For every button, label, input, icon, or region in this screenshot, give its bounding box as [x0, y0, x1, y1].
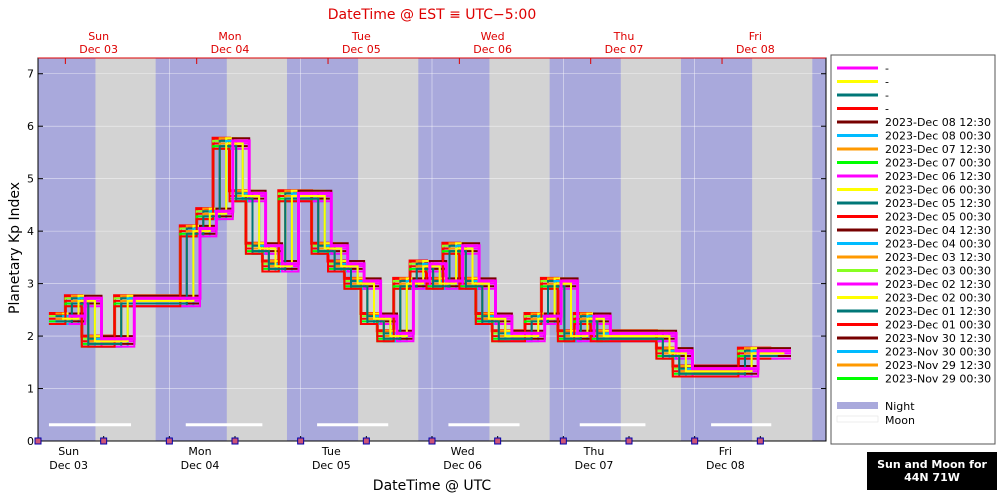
legend-swatch-night: [837, 402, 878, 409]
y-tick-label: 5: [27, 173, 34, 186]
sun-marker: [165, 437, 173, 445]
series-line: [68, 139, 791, 371]
x-axis-label: DateTime @ UTC: [373, 478, 492, 494]
bottom-date-label: Dec 04: [181, 459, 220, 472]
legend-label: -: [885, 89, 889, 102]
y-tick-label: 0: [27, 435, 34, 448]
location-label: 44N 71W: [904, 471, 960, 484]
top-date-label: Dec 06: [473, 43, 512, 56]
top-date-label: Dec 04: [211, 43, 250, 56]
moon-bars: [48, 423, 772, 427]
bottom-date-label: Dec 05: [312, 459, 351, 472]
y-tick-label: 2: [27, 330, 34, 343]
moon-bar: [448, 423, 520, 427]
series-lines: [48, 136, 791, 378]
legend-label-moon: Moon: [885, 414, 915, 427]
legend-label: 2023-Nov 29 12:30: [885, 359, 991, 372]
moon-bar: [711, 423, 772, 427]
legend-label: 2023-Dec 06 00:30: [885, 184, 991, 197]
legend-label: 2023-Dec 08 00:30: [885, 130, 991, 143]
legend-label: 2023-Dec 04 12:30: [885, 224, 991, 237]
legend-label: -: [885, 103, 889, 116]
top-date-label: Dec 08: [736, 43, 775, 56]
legend-label: 2023-Nov 29 00:30: [885, 373, 991, 386]
y-tick-label: 3: [27, 278, 34, 291]
legend-label: 2023-Dec 05 00:30: [885, 211, 991, 224]
sun-marker: [625, 437, 633, 445]
y-tick-label: 1: [27, 383, 34, 396]
bottom-day-label: Fri: [719, 445, 732, 458]
y-tick-label: 4: [27, 225, 34, 238]
night-band: [38, 58, 96, 441]
top-day-label: Wed: [481, 30, 505, 43]
series-line: [48, 147, 772, 378]
legend-label: 2023-Dec 01 00:30: [885, 319, 991, 332]
top-day-label: Mon: [218, 30, 241, 43]
top-date-label: Dec 03: [79, 43, 118, 56]
legend-label: 2023-Dec 02 12:30: [885, 278, 991, 291]
legend-swatch-moon: [836, 415, 879, 423]
legend-label: -: [885, 76, 889, 89]
top-date-label: Dec 05: [342, 43, 381, 56]
bottom-date-label: Dec 08: [706, 459, 745, 472]
bottom-day-label: Sun: [58, 445, 79, 458]
bottom-date-label: Dec 07: [575, 459, 614, 472]
night-band: [549, 58, 621, 441]
sun-marker: [34, 437, 42, 445]
legend-label: -: [885, 62, 889, 75]
top-day-label: Tue: [351, 30, 371, 43]
sun-marker: [559, 437, 567, 445]
night-band: [680, 58, 753, 441]
sun-marker: [297, 437, 305, 445]
y-axis-label: Planetary Kp Index: [7, 182, 23, 314]
legend-label: 2023-Dec 06 12:30: [885, 170, 991, 183]
sun-marker: [691, 437, 699, 445]
bottom-day-label: Tue: [321, 445, 341, 458]
night-band: [155, 58, 227, 441]
legend-label-night: Night: [885, 400, 915, 413]
top-day-label: Thu: [613, 30, 635, 43]
y-tick-label: 7: [27, 68, 34, 81]
top-title: DateTime @ EST ≡ UTC−5:00: [328, 7, 536, 23]
sun-marker: [231, 437, 239, 445]
moon-bar: [317, 423, 389, 427]
legend-label: 2023-Dec 05 12:30: [885, 197, 991, 210]
bottom-day-label: Mon: [188, 445, 211, 458]
legend-label: 2023-Dec 02 00:30: [885, 292, 991, 305]
legend-label: 2023-Dec 03 12:30: [885, 251, 991, 264]
bottom-day-label: Thu: [583, 445, 605, 458]
legend-label: 2023-Dec 07 12:30: [885, 143, 991, 156]
legend-label: 2023-Dec 04 00:30: [885, 238, 991, 251]
series-line: [68, 137, 791, 367]
sun-marker: [100, 437, 108, 445]
sun-moon-label: Sun and Moon for: [877, 458, 987, 471]
moon-bar: [185, 423, 263, 427]
legend-label: 2023-Nov 30 00:30: [885, 346, 991, 359]
legend-label: 2023-Dec 01 12:30: [885, 305, 991, 318]
sun-marker: [428, 437, 436, 445]
legend-label: 2023-Nov 30 12:30: [885, 332, 991, 345]
moon-bar: [579, 423, 646, 427]
bottom-day-label: Wed: [451, 445, 475, 458]
legend-label: 2023-Dec 07 00:30: [885, 157, 991, 170]
legend-label: 2023-Dec 03 00:30: [885, 265, 991, 278]
y-tick-label: 6: [27, 120, 34, 133]
sun-marker: [756, 437, 764, 445]
top-day-label: Fri: [749, 30, 762, 43]
top-day-label: Sun: [88, 30, 109, 43]
moon-bar: [48, 423, 132, 427]
series-line: [55, 145, 778, 375]
sun-moon-location-box: Sun and Moon for 44N 71W: [867, 452, 997, 490]
bottom-date-label: Dec 03: [49, 459, 88, 472]
sun-marker: [362, 437, 370, 445]
top-date-label: Dec 07: [605, 43, 644, 56]
legend-label: 2023-Dec 08 12:30: [885, 116, 991, 129]
bottom-date-label: Dec 06: [443, 459, 482, 472]
sun-marker: [494, 437, 502, 445]
night-band: [812, 58, 826, 441]
